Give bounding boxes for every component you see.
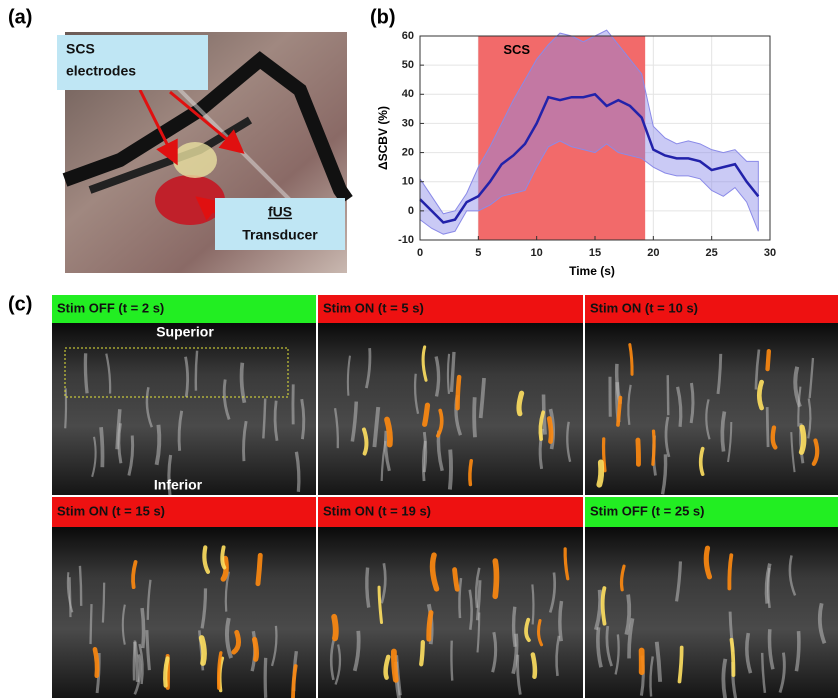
activation [470, 461, 471, 485]
x-tick-label: 0 [417, 247, 423, 259]
tile-title: Stim OFF (t = 2 s) [57, 300, 164, 315]
activation [618, 398, 620, 425]
x-tick-label: 10 [531, 247, 543, 259]
vessel [91, 604, 92, 644]
tile-title: Stim OFF (t = 25 s) [590, 503, 705, 518]
tile-title: Stim ON (t = 10 s) [590, 300, 698, 315]
vessel [474, 397, 475, 437]
activation [421, 642, 423, 664]
ultrasound-image [318, 527, 583, 698]
vessel [367, 568, 369, 608]
activation [202, 638, 204, 663]
callout-text: fUS [268, 204, 292, 220]
activation [701, 449, 703, 475]
y-tick-label: 50 [402, 59, 414, 71]
tile-title: Stim ON (t = 15 s) [57, 503, 165, 518]
vessel [142, 608, 143, 648]
callout-text: Transducer [242, 227, 318, 243]
activation [386, 657, 389, 678]
x-tick-label: 5 [475, 247, 481, 259]
y-tick-label: 20 [402, 146, 414, 158]
x-tick-label: 25 [706, 247, 718, 259]
x-tick-label: 20 [647, 247, 659, 259]
ultrasound-image [585, 527, 838, 698]
activation [731, 640, 733, 675]
activation [387, 420, 390, 445]
activation [222, 547, 224, 567]
activation [533, 655, 535, 677]
orientation-label: Superior [156, 324, 214, 340]
vessel [768, 568, 769, 608]
activation [255, 639, 257, 659]
activation [729, 555, 731, 588]
vessel [196, 351, 197, 391]
y-tick-label: 10 [402, 176, 414, 188]
activation [95, 649, 97, 675]
activation [802, 427, 804, 452]
activation [394, 652, 396, 680]
tile-title: Stim ON (t = 5 s) [323, 300, 424, 315]
vessel [532, 584, 533, 624]
callout-text: electrodes [66, 63, 136, 79]
activation [519, 393, 522, 413]
vessel [668, 375, 669, 415]
activation [679, 647, 681, 681]
callout-text: SCS [66, 41, 95, 57]
vessel [448, 354, 449, 394]
activation [258, 555, 260, 583]
y-tick-label: 30 [402, 117, 414, 129]
vessel [514, 607, 516, 647]
vessel [80, 566, 81, 606]
panel-label: (a) [8, 6, 32, 28]
x-tick-label: 15 [589, 247, 601, 259]
orientation-label: Inferior [154, 477, 203, 493]
y-tick-label: 0 [408, 205, 414, 217]
activation [599, 462, 601, 484]
activation [549, 419, 551, 442]
y-tick-label: 40 [402, 88, 414, 100]
activation [425, 405, 428, 424]
vessel [767, 407, 768, 447]
activation [334, 617, 336, 638]
vessel [560, 601, 562, 641]
vessel [451, 641, 452, 681]
activation [165, 658, 167, 685]
vessel [101, 427, 102, 467]
vessel [722, 412, 724, 452]
activation [653, 431, 654, 464]
activation [638, 440, 639, 464]
shade-label: SCS [503, 42, 530, 57]
vessel [450, 450, 451, 490]
figure: (a) SCS electrodes fUS Transducer (b) Ti… [0, 0, 840, 698]
activation [429, 613, 431, 640]
activation [495, 561, 496, 596]
y-tick-label: -10 [398, 234, 414, 246]
x-tick-label: 30 [764, 247, 776, 259]
vessel [85, 353, 87, 393]
y-tick-label: 60 [402, 30, 414, 42]
x-axis-label: Time (s) [569, 264, 615, 278]
y-axis-label: ΔSCBV (%) [376, 106, 390, 170]
activation [603, 588, 605, 624]
vessel [103, 583, 104, 623]
activation [759, 382, 761, 408]
activation [455, 570, 458, 590]
panel-label: (b) [370, 6, 396, 28]
tile-title: Stim ON (t = 19 s) [323, 503, 431, 518]
activation [458, 377, 460, 408]
vessel [70, 577, 71, 617]
vessel [723, 659, 725, 698]
activation [768, 351, 769, 369]
panel-label: (c) [8, 293, 32, 315]
ultrasound-image [585, 323, 838, 495]
